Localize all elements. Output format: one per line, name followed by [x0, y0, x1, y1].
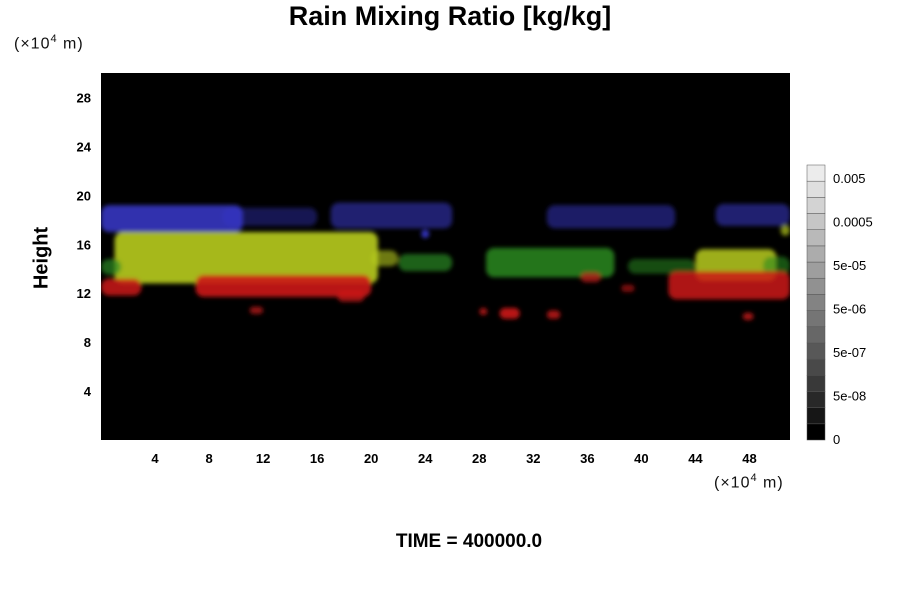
- colorbar-level: [806, 310, 826, 328]
- time-label: TIME = 400000.0: [395, 531, 543, 552]
- colorbar-level: [806, 245, 826, 263]
- rain-cell-0-4: [546, 205, 676, 229]
- colorbar-level: [806, 164, 826, 182]
- y-tick-label: 12: [77, 286, 91, 301]
- x-tick-label: 40: [634, 451, 648, 466]
- colorbar: 0.005 0.0005 5e-05 5e-06 5e-07 5e-08 0: [806, 164, 873, 447]
- colorbar-level: [806, 213, 826, 230]
- colorbar-level: [806, 342, 826, 360]
- rain-cell-1-3: [780, 224, 790, 236]
- colorbar-level: [806, 391, 826, 408]
- x-axis-unit: (×104 m): [714, 472, 784, 492]
- rain-cell-3-9: [668, 271, 790, 300]
- x-tick-label: 24: [418, 451, 433, 466]
- colorbar-level: [806, 277, 826, 295]
- colorbar-level: [806, 326, 826, 344]
- y-tick-label: 16: [77, 237, 91, 252]
- rain-cell-0-0: [101, 205, 243, 233]
- rain-cell-0-2: [330, 202, 453, 229]
- colorbar-level: [806, 294, 826, 311]
- colorbar-level: [806, 358, 826, 376]
- x-tick-label: 36: [580, 451, 594, 466]
- rain-cell-3-8: [621, 284, 635, 292]
- colorbar-level: [806, 261, 826, 279]
- y-tick-label: 24: [77, 139, 92, 154]
- rain-cell-2-0: [101, 258, 122, 275]
- colorbar-label: 5e-06: [833, 302, 866, 317]
- x-tick-label: 48: [742, 451, 756, 466]
- rain-cell-3-4: [479, 307, 488, 316]
- x-tick-label: 44: [688, 451, 703, 466]
- rain-cell-3-0: [101, 278, 142, 296]
- rain-cell-2-1: [398, 254, 453, 272]
- colorbar-level: [806, 407, 826, 425]
- x-tick-label: 20: [364, 451, 378, 466]
- colorbar-level: [806, 375, 826, 392]
- y-tick-group: 4 8 12 16 20 24 28: [77, 90, 92, 399]
- y-tick-label: 28: [77, 90, 91, 105]
- x-tick-label: 12: [256, 451, 270, 466]
- colorbar-level: [806, 180, 826, 198]
- colorbar-level: [806, 197, 826, 214]
- rain-cell-3-7: [580, 272, 601, 283]
- colorbar-label: 5e-07: [833, 345, 866, 360]
- colorbar-label: 0.0005: [833, 215, 873, 230]
- x-tick-group: 4 8 12 16 20 24 28 32 36 40 44 48: [151, 451, 756, 466]
- colorbar-label: 0.005: [833, 171, 866, 186]
- x-tick-label: 28: [472, 451, 486, 466]
- rain-cell-0-3: [421, 229, 430, 239]
- rain-cell-1-1: [371, 250, 399, 267]
- plot-area: [101, 73, 790, 440]
- rain-cell-2-3: [627, 258, 696, 274]
- y-tick-label: 20: [77, 188, 91, 203]
- rain-cell-2-2: [486, 247, 615, 278]
- x-tick-label: 32: [526, 451, 540, 466]
- rain-cell-3-10: [742, 312, 754, 321]
- rain-cell-0-5: [715, 203, 790, 226]
- rain-cell-3-1: [195, 274, 372, 297]
- rain-cell-3-3: [249, 306, 264, 314]
- rain-field: [101, 202, 790, 321]
- rain-cell-3-2: [337, 290, 365, 302]
- y-tick-label: 4: [84, 384, 92, 399]
- rain-cell-1-0: [114, 232, 378, 284]
- rain-cell-3-6: [546, 310, 561, 319]
- y-axis-unit: (×104 m): [14, 33, 84, 53]
- x-tick-label: 4: [151, 451, 159, 466]
- rain-cell-3-5: [499, 307, 520, 319]
- y-tick-label: 8: [84, 335, 91, 350]
- colorbar-label: 5e-05: [833, 258, 866, 273]
- x-tick-label: 8: [205, 451, 212, 466]
- colorbar-label: 0: [833, 432, 840, 447]
- rain-cell-2-4: [762, 256, 790, 275]
- colorbar-level: [806, 423, 826, 441]
- colorbar-label: 5e-08: [833, 389, 866, 404]
- x-tick-label: 16: [310, 451, 324, 466]
- colorbar-level: [806, 229, 826, 247]
- rain-cell-0-1: [222, 207, 318, 226]
- chart-title: Rain Mixing Ratio [kg/kg]: [288, 1, 612, 31]
